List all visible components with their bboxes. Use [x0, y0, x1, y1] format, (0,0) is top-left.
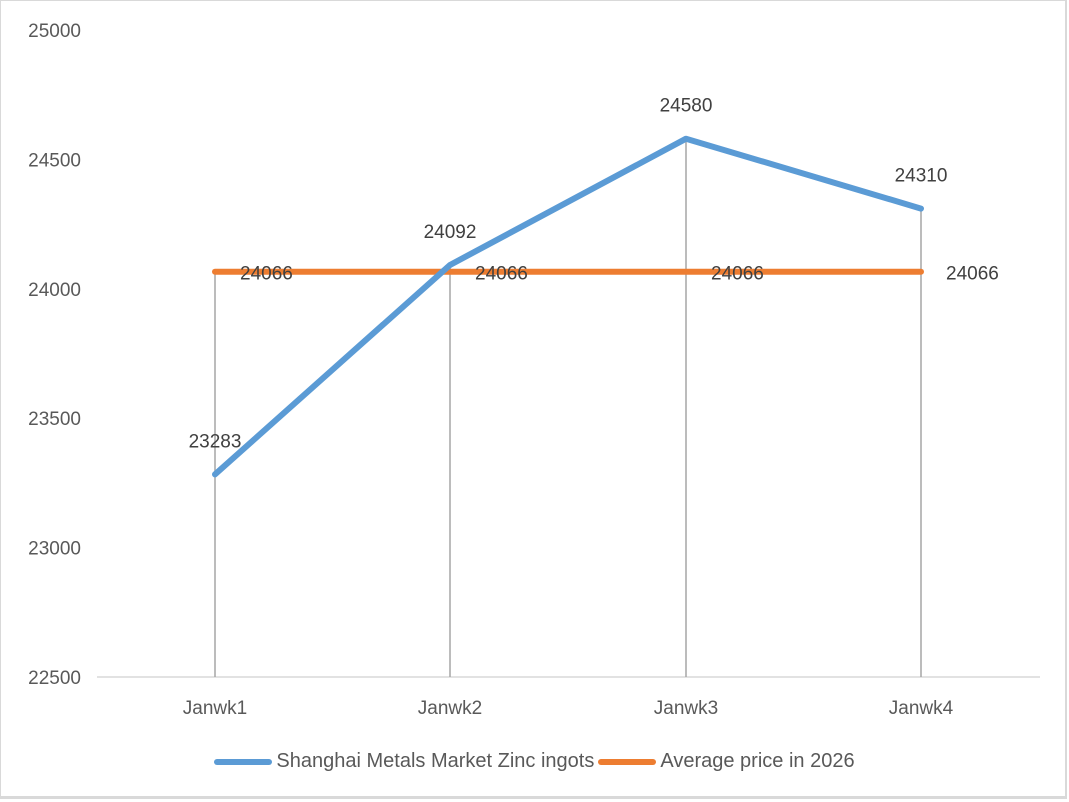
x-category-label: Janwk2 [418, 698, 482, 719]
zinc-price-line [212, 135, 924, 478]
y-tick-label: 24500 [28, 150, 81, 171]
data-labels: 23283 24092 24580 24310 24066 24066 24066 24066 [189, 96, 999, 453]
x-category-label: Janwk3 [654, 698, 718, 719]
data-label: 24092 [424, 222, 477, 243]
data-label: 24066 [946, 264, 999, 285]
y-axis-ticks: 22500 23000 23500 24000 24500 25000 [28, 21, 81, 689]
data-label: 24310 [895, 166, 948, 187]
legend-label-zinc: Shanghai Metals Market Zinc ingots [276, 750, 595, 772]
legend: Shanghai Metals Market Zinc ingots Avera… [0, 750, 1069, 773]
y-tick-label: 23500 [28, 409, 81, 430]
x-axis-categories: Janwk1 Janwk2 Janwk3 Janwk4 [183, 698, 954, 719]
legend-item-average: Average price in 2026 [598, 750, 855, 773]
legend-swatch-zinc [214, 758, 273, 765]
y-tick-label: 25000 [28, 21, 81, 42]
legend-item-zinc: Shanghai Metals Market Zinc ingots [214, 750, 594, 773]
x-category-label: Janwk4 [889, 698, 954, 719]
data-label: 24066 [475, 264, 528, 285]
drop-lines [214, 138, 922, 677]
legend-swatch-average [598, 758, 657, 765]
y-tick-label: 22500 [28, 668, 81, 689]
legend-label-average: Average price in 2026 [660, 750, 855, 772]
data-label: 24580 [660, 96, 713, 117]
y-tick-label: 23000 [28, 539, 81, 560]
x-category-label: Janwk1 [183, 698, 247, 719]
data-label: 24066 [711, 264, 764, 285]
data-label: 23283 [189, 431, 242, 452]
y-tick-label: 24000 [28, 280, 81, 301]
series-lines [212, 135, 924, 478]
data-label: 24066 [240, 264, 293, 285]
